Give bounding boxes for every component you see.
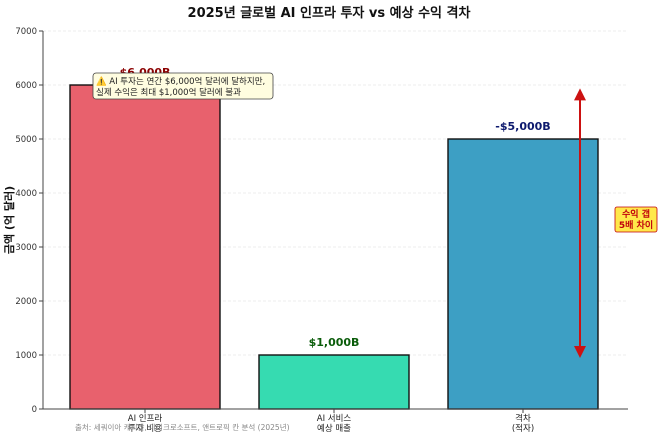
gap-label-line-1: 수익 갭 [622, 208, 650, 220]
bar-value-label: $1,000B [309, 336, 360, 349]
x-tick-label: 투자 비용 [128, 424, 162, 434]
x-tick-label: AI 서비스 [317, 414, 352, 424]
bar-value-label: -$5,000B [495, 120, 550, 133]
x-tick-label: 격차 [515, 413, 531, 424]
y-tick-label: 3000 [15, 243, 37, 253]
bar [447, 138, 599, 410]
source-note: 출처: 세쿼이아 캐피탈, 마이크로소프트, 앤트로픽 칸 분석 (2025년) [75, 422, 290, 432]
gap-label-line-2: 5배 차이 [619, 219, 653, 231]
annotation-line-2: 실제 수익은 최대 $1,000억 달러에 불과 [96, 87, 241, 98]
y-ticks: 0 1000 2000 3000 4000 5000 6000 7000 [15, 27, 43, 415]
y-tick-label: 4000 [15, 189, 37, 199]
gap-label-box: 수익 갭 5배 차이 [614, 206, 658, 233]
bar [258, 354, 410, 410]
y-tick-label: 5000 [15, 135, 37, 145]
y-tick-label: 1000 [15, 351, 37, 361]
annotation-line-1: ⚠️ AI 투자는 연간 $6,000억 달러에 달하지만, [96, 76, 265, 87]
x-tick-label: AI 인프라 [128, 413, 163, 424]
y-axis-label: 금액 (억 달러) [2, 186, 16, 254]
x-tick-label: (적자) [512, 423, 534, 434]
y-tick-label: 2000 [15, 297, 37, 307]
y-tick-label: 6000 [15, 81, 37, 91]
chart-title: 2025년 글로벌 AI 인프라 투자 vs 예상 수익 격차 [188, 5, 471, 21]
x-tick-label: 예상 매출 [317, 423, 351, 434]
y-tick-label: 7000 [15, 27, 37, 37]
bar [69, 84, 221, 410]
y-tick-label: 0 [32, 405, 37, 415]
annotation-box: ⚠️ AI 투자는 연간 $6,000억 달러에 달하지만, 실제 수익은 최대… [92, 72, 274, 100]
bars [69, 84, 599, 410]
